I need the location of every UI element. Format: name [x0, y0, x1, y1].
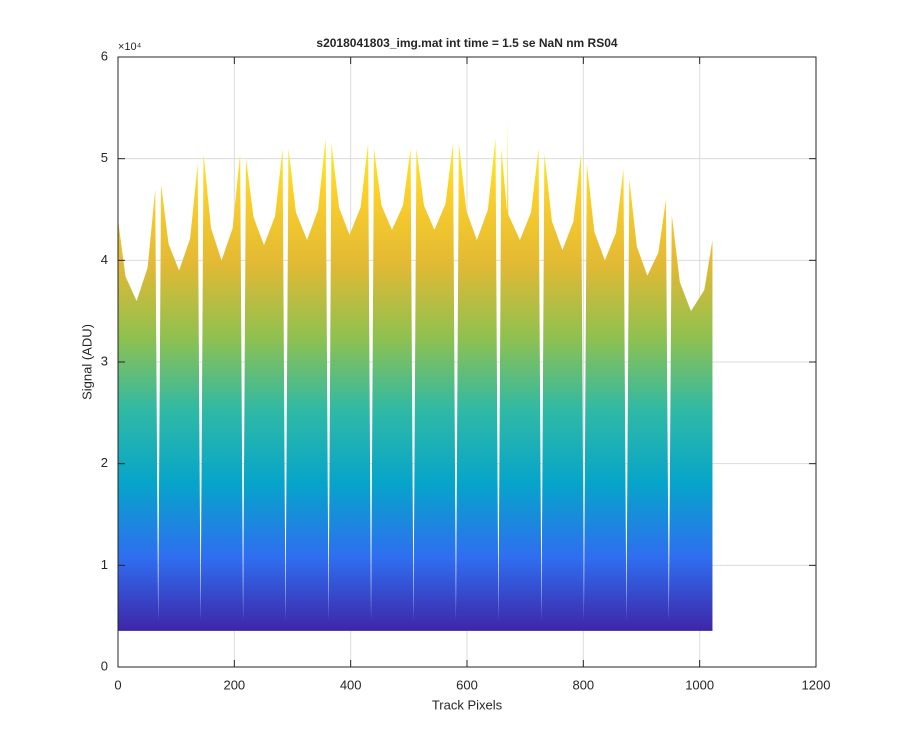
y-tick-label: 6 [101, 48, 108, 63]
x-axis-label: Track Pixels [432, 697, 503, 712]
x-tick-label: 800 [572, 677, 594, 692]
y-tick-label: 2 [101, 455, 108, 470]
y-tick-label: 1 [101, 557, 108, 572]
x-tick-label: 400 [340, 677, 362, 692]
x-tick-label: 1200 [802, 677, 831, 692]
y-exponent: ×10⁴ [118, 41, 142, 53]
x-tick-label: 1000 [685, 677, 714, 692]
y-tick-label: 3 [101, 353, 108, 368]
x-tick-label: 600 [456, 677, 478, 692]
y-tick-label: 5 [101, 150, 108, 165]
x-tick-label: 200 [223, 677, 245, 692]
signal-area [118, 118, 713, 631]
x-tick-label: 0 [114, 677, 121, 692]
y-tick-label: 4 [101, 252, 108, 267]
chart-title: s2018041803_img.mat int time = 1.5 se Na… [316, 36, 617, 50]
y-axis-label: Signal (ADU) [79, 324, 94, 400]
y-tick-label: 0 [101, 658, 108, 673]
